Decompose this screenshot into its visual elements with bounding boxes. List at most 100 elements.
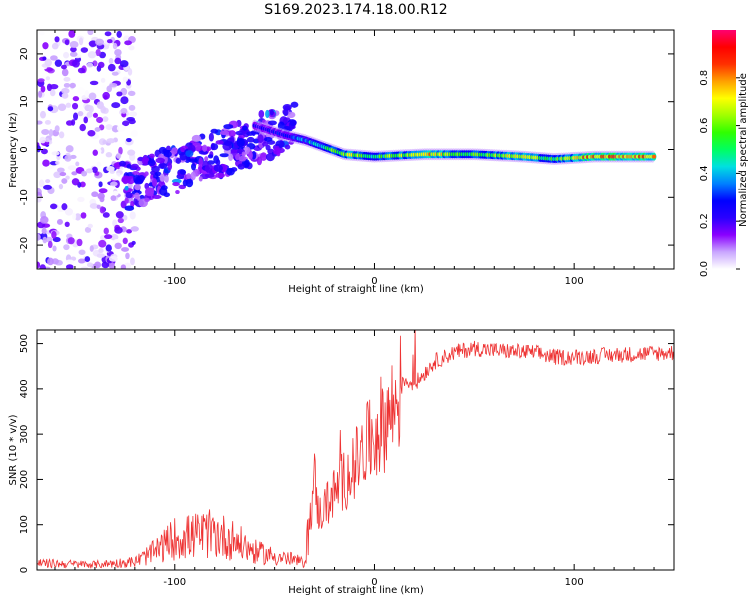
spectrogram-blob — [77, 87, 85, 95]
spectrogram-blob — [182, 179, 188, 187]
spectrogram-blob — [172, 182, 180, 187]
spectrogram-blob — [43, 184, 52, 190]
spectrogram-blob — [144, 197, 150, 202]
spectrogram-blob — [80, 212, 87, 219]
spectrogram-blob — [248, 151, 253, 160]
spectrogram-blob — [84, 256, 91, 263]
spectrogram-blob — [159, 173, 165, 182]
spectrogram-blob — [228, 153, 234, 161]
spectrogram-blob — [284, 144, 291, 150]
spectrogram-blob — [45, 179, 51, 184]
spectrogram-blob — [258, 109, 265, 119]
spectrogram-blob — [54, 59, 63, 67]
spectrogram-blob — [42, 56, 47, 61]
spectrogram-blob — [65, 264, 74, 269]
spectrogram-blob — [120, 264, 127, 269]
spectrogram-blob — [215, 159, 221, 166]
spectrogram-blob — [80, 47, 89, 53]
spectrogram-blob — [65, 175, 70, 180]
spectrogram-blob — [72, 96, 80, 102]
spectrogram-blob — [127, 90, 136, 97]
colorbar-tick-label: 0.6 — [699, 118, 710, 134]
spectrogram-blob — [50, 203, 58, 210]
spectrogram-blob — [89, 245, 94, 252]
spectrogram-blob — [120, 96, 129, 105]
spectrogram-blob — [198, 176, 203, 182]
spectrogram-blob — [114, 57, 122, 65]
spectrogram-blob — [134, 178, 144, 185]
spectrogram-blob — [87, 51, 97, 59]
spectrogram-blob — [127, 149, 136, 156]
spectrogram-blob — [105, 124, 113, 131]
spectrogram-blob — [63, 244, 70, 251]
spectrogram-blob — [54, 36, 60, 43]
spectrogram-blob — [109, 83, 118, 88]
spectrogram-blob — [163, 151, 172, 158]
spectrogram-blob — [64, 155, 72, 162]
colorbar-tick-label: 0.4 — [699, 165, 710, 181]
spectrogram-blob — [265, 144, 271, 151]
spectrogram-blob — [75, 161, 80, 167]
spectrogram-blob — [286, 111, 296, 119]
spectrogram-blob — [114, 242, 122, 250]
spectrogram-blob — [144, 187, 155, 197]
spectrogram-blob — [67, 237, 75, 245]
spectrogram-x-tick-label: 100 — [565, 276, 584, 287]
colorbar-tick-label: 0.8 — [699, 70, 710, 86]
spectrogram-blob — [111, 175, 120, 181]
spectrogram-blob — [48, 129, 54, 137]
spectrogram-blob — [65, 102, 71, 108]
spectrogram-blob — [41, 128, 50, 135]
spectrogram-blob — [290, 101, 299, 108]
spectrogram-blob — [100, 105, 107, 114]
spectrogram-blob — [150, 170, 156, 175]
spectrogram-blob — [213, 164, 223, 172]
spectrogram-blob — [102, 116, 109, 122]
spectrogram-blob — [37, 145, 41, 153]
spectrogram-blob — [289, 119, 297, 126]
spectrogram-blob — [61, 87, 70, 94]
snr-y-label: SNR (10 * v/v) — [8, 414, 19, 485]
spectrogram-blob — [104, 234, 113, 240]
spectrogram-blob — [54, 125, 60, 132]
spectrogram-blob — [265, 153, 275, 162]
spectrogram-blob — [122, 76, 129, 83]
spectrogram-blob — [171, 147, 178, 155]
spectrogram-blob — [118, 160, 127, 167]
spectrogram-blob — [86, 62, 94, 68]
spectrogram-blob — [241, 151, 246, 157]
spectrogram-blob — [219, 153, 230, 158]
spectrogram-blob — [147, 159, 156, 167]
spectrogram-blob — [92, 112, 99, 118]
colorbar-tick-label: 0.0 — [699, 261, 710, 277]
spectrogram-x-label: Height of straight line (km) — [288, 284, 424, 295]
spectrogram-blob — [87, 130, 96, 137]
spectrogram-blob — [158, 163, 168, 169]
spectrogram-y-tick-label: -10 — [19, 189, 30, 205]
spectrogram-blob — [198, 157, 203, 167]
spectrogram-blob — [130, 226, 139, 232]
spectrogram-blob — [39, 136, 46, 144]
spectrogram-blob — [148, 153, 155, 159]
spectrogram-blob — [219, 130, 230, 136]
spectrogram-blob — [134, 184, 142, 191]
spectrogram-blob — [206, 160, 215, 165]
spectrogram-blob — [77, 67, 86, 74]
spectrogram-blob — [105, 152, 113, 158]
spectrogram-blob — [112, 219, 118, 227]
spectrogram-blob — [65, 145, 74, 153]
spectrogram-blob — [191, 163, 197, 171]
spectrogram-x-tick-label: -100 — [163, 276, 186, 287]
spectrogram-blob — [72, 59, 80, 68]
spectrogram-blob — [152, 194, 162, 200]
spectrogram-blob — [141, 157, 149, 166]
spectrogram-blob — [190, 171, 196, 181]
spectrogram-blob — [242, 125, 248, 131]
spectrogram-blob — [71, 178, 80, 186]
spectrogram-blob — [61, 203, 68, 211]
spectrogram-blob — [124, 197, 129, 204]
spectrogram-blob — [114, 226, 123, 234]
spectrogram-blob — [155, 157, 165, 164]
spectrogram-blob — [224, 140, 232, 146]
spectrogram-blob — [63, 82, 71, 88]
